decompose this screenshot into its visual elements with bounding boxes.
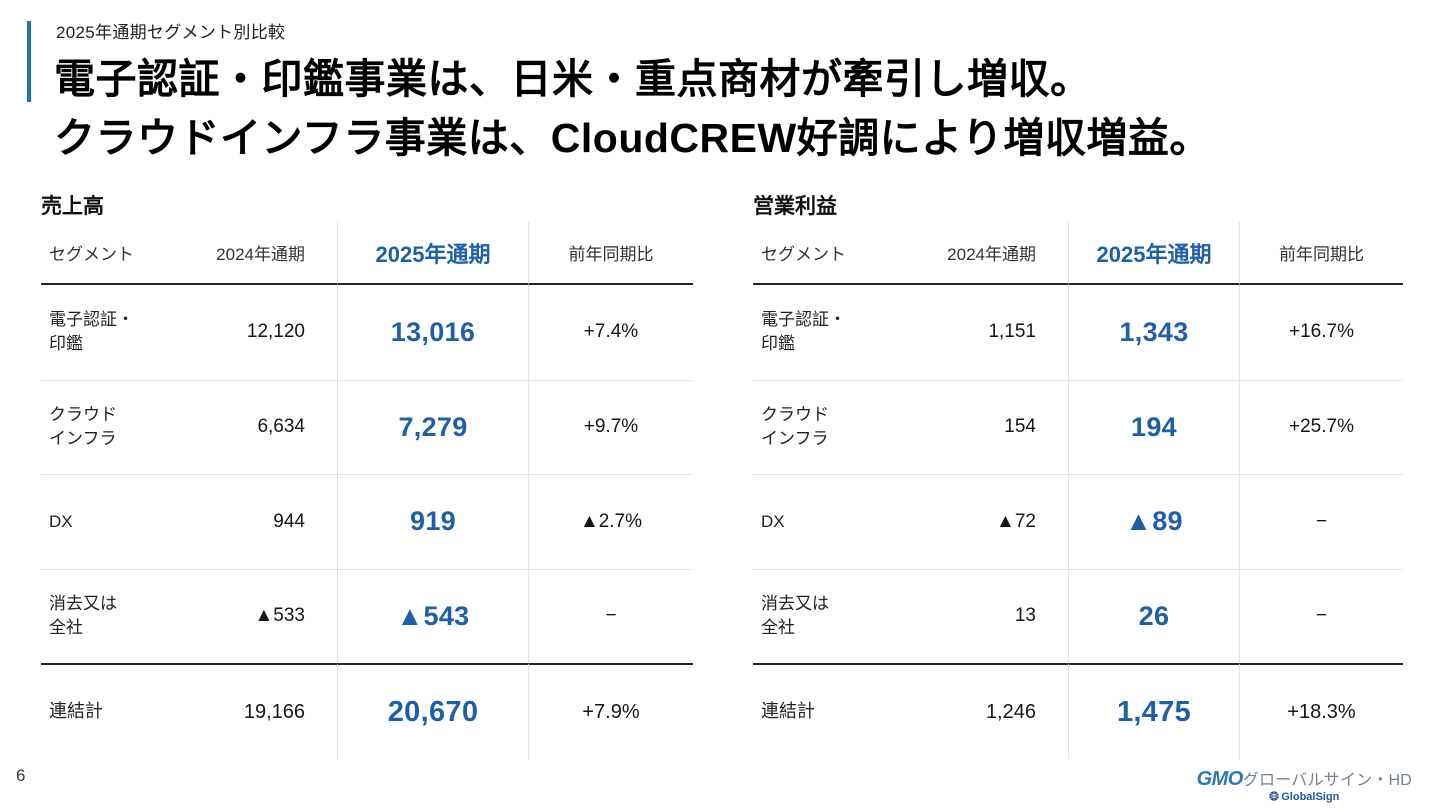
total-row-label: 連結計 — [41, 663, 201, 759]
column-header-yoy: 前年同期比 — [1240, 222, 1403, 285]
table-cell-current: 1,343 — [1068, 285, 1240, 380]
table-cell-yoy: − — [1240, 474, 1403, 569]
revenue-table-grid: セグメント 2024年通期 2025年通期 前年同期比 電子認証・ 印鑑 12,1… — [41, 222, 693, 759]
globalsign-logo-text: GlobalSign — [1281, 791, 1340, 804]
table-cell-current: ▲543 — [337, 568, 529, 663]
column-header-current-year: 2025年通期 — [337, 222, 529, 285]
table-cell-current: 26 — [1068, 568, 1240, 663]
title-accent-bar — [27, 21, 31, 102]
gmo-globalsign-logo: GMOグローバルサイン・HD GlobalSign — [1197, 768, 1412, 804]
table-cell-prev: 13 — [913, 568, 1068, 664]
table-cell-prev: 6,634 — [201, 379, 337, 475]
table-cell-prev: ▲533 — [201, 568, 337, 664]
table-cell-prev: 944 — [201, 474, 337, 569]
table-cell-yoy: ▲2.7% — [529, 474, 693, 569]
table-cell-current: ▲89 — [1068, 474, 1240, 569]
table-row-label: DX — [753, 474, 913, 569]
table-row-label: 電子認証・ 印鑑 — [761, 310, 846, 354]
slide-title-line-2: クラウドインフラ事業は、CloudCREW好調により増収増益。 — [54, 114, 1211, 161]
total-cell-current: 20,670 — [337, 663, 529, 759]
table-cell-yoy: +9.7% — [529, 379, 693, 475]
table-cell-current: 194 — [1068, 379, 1240, 474]
table-cell-current: 13,016 — [337, 285, 529, 380]
table-cell-prev: 154 — [913, 379, 1068, 475]
total-cell-yoy: +7.9% — [529, 663, 693, 759]
table-cell-yoy: − — [529, 568, 693, 664]
total-cell-prev: 1,246 — [913, 663, 1068, 759]
table-cell-prev: 1,151 — [988, 321, 1036, 343]
table-cell-current: 7,279 — [337, 379, 529, 474]
page-number: 6 — [16, 766, 26, 785]
total-cell-current: 1,475 — [1068, 663, 1240, 759]
table-row-label: クラウド インフラ — [753, 379, 913, 475]
total-cell-yoy: +18.3% — [1240, 663, 1403, 759]
slide-eyebrow: 2025年通期セグメント別比較 — [56, 23, 286, 42]
table-row-label: クラウド インフラ — [41, 379, 201, 475]
operating-profit-table: 営業利益 セグメント 2024年通期 2025年通期 前年同期比 電子認証・ 印鑑… — [753, 190, 1403, 759]
table-row-label: 消去又は 全社 — [753, 568, 913, 664]
table-row-label: 消去又は 全社 — [41, 568, 201, 664]
total-row-label: 連結計 — [753, 663, 913, 759]
slide-title-line-1: 電子認証・印鑑事業は、日米・重点商材が牽引し増収。 — [54, 56, 1092, 102]
logo-company-name: グローバルサイン・HD — [1242, 771, 1412, 789]
revenue-table: 売上高 セグメント 2024年通期 2025年通期 前年同期比 電子認証・ 印鑑 … — [41, 190, 693, 759]
slide-title: 電子認証・印鑑事業は、日米・重点商材が牽引し増収。 クラウドインフラ事業は、Cl… — [54, 50, 1211, 167]
table-cell-yoy: +25.7% — [1240, 379, 1403, 475]
gmo-logo-text: GMO — [1196, 767, 1244, 790]
table-cell-prev: ▲72 — [913, 474, 1068, 569]
column-header-yoy: 前年同期比 — [529, 222, 693, 285]
total-cell-prev: 19,166 — [201, 663, 337, 759]
table-row-label: DX — [41, 474, 201, 569]
table-cell-yoy: +7.4% — [583, 321, 639, 343]
column-header-segment: セグメント — [41, 222, 201, 285]
table-cell-yoy: − — [1240, 568, 1403, 664]
column-header-segment: セグメント — [753, 222, 913, 285]
column-header-current-year: 2025年通期 — [1068, 222, 1240, 285]
table-cell-current: 919 — [337, 474, 529, 569]
table-cell-yoy: +16.7% — [1289, 321, 1354, 343]
revenue-table-title: 売上高 — [41, 195, 104, 218]
globe-icon — [1269, 791, 1280, 804]
operating-profit-table-grid: セグメント 2024年通期 2025年通期 前年同期比 電子認証・ 印鑑 1,15… — [753, 222, 1403, 759]
table-row-label: 電子認証・ 印鑑 — [49, 310, 134, 354]
column-header-prev-year: 2024年通期 — [201, 222, 337, 285]
table-cell-prev: 12,120 — [246, 321, 305, 343]
column-header-prev-year: 2024年通期 — [913, 222, 1068, 285]
operating-profit-table-title: 営業利益 — [753, 195, 837, 218]
